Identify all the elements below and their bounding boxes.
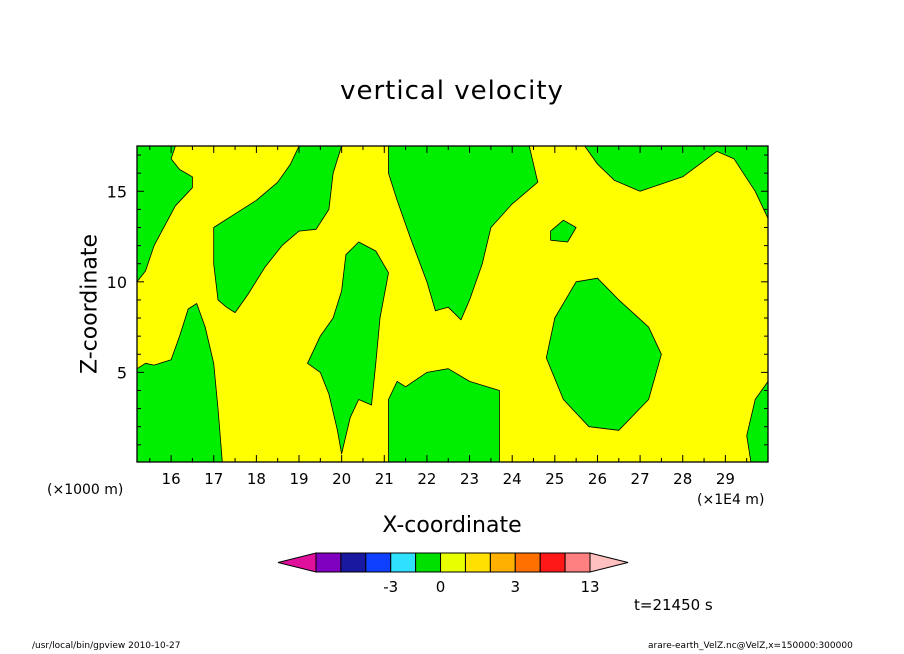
plot-axes: 16 17 18 19 20 21 22 23 24 25 26 27 28 29 5 10 15 — [107, 145, 769, 488]
contour-region-3 — [213, 146, 343, 314]
x-axis-unit-left: (×1000 m) — [47, 482, 124, 498]
x-tick-label-21: 21 — [375, 470, 394, 488]
contour-region-7 — [550, 219, 577, 243]
x-tick-label-24: 24 — [503, 470, 522, 488]
x-tick-label-16: 16 — [162, 470, 181, 488]
colorbar-box-5 — [415, 552, 442, 573]
footer-file-info: arare-earth_VelZ.nc@VelZ,x=150000:300000 — [648, 641, 853, 651]
colorbar-box-6 — [440, 552, 466, 573]
x-tick-label-27: 27 — [631, 470, 650, 488]
x-axis-label: X-coordinate — [382, 513, 522, 538]
time-annotation: t=21450 s — [634, 596, 713, 614]
colorbar: -3 0 3 13 — [277, 552, 629, 596]
colorbar-box-10 — [539, 552, 566, 573]
x-tick-label-23: 23 — [460, 470, 479, 488]
contour-region-4 — [307, 241, 389, 455]
x-axis-unit-right: (×1E4 m) — [697, 492, 765, 508]
colorbar-label-0: 0 — [436, 578, 446, 596]
colorbar-box-2 — [340, 552, 367, 573]
x-tick-label-20: 20 — [332, 470, 351, 488]
colorbar-box-3 — [365, 552, 392, 573]
y-tick-label-15: 15 — [107, 182, 127, 201]
contour-region-1 — [137, 146, 193, 283]
colorbar-box-4 — [390, 552, 417, 573]
x-tick-label-26: 26 — [588, 470, 607, 488]
colorbar-label-3: 3 — [510, 578, 520, 596]
y-tick-label-10: 10 — [107, 273, 127, 292]
colorbar-label--3: -3 — [383, 578, 398, 596]
contour-region-9 — [584, 146, 768, 219]
y-axis-label: Z-coordinate — [77, 234, 103, 374]
contour-field — [137, 146, 768, 462]
colorbar-high-triangle — [589, 552, 629, 573]
plot-frame — [136, 145, 769, 463]
contour-region-2 — [137, 303, 223, 462]
contour-region-5 — [388, 146, 539, 321]
x-tick-label-28: 28 — [673, 470, 692, 488]
colorbar-box-11 — [564, 552, 591, 573]
y-tick-label-5: 5 — [117, 363, 127, 382]
chart-title: vertical velocity — [340, 76, 564, 106]
footer-program-info: /usr/local/bin/gpview 2010-10-27 — [32, 641, 181, 651]
x-tick-label-29: 29 — [716, 470, 735, 488]
x-tick-label-17: 17 — [204, 470, 223, 488]
colorbar-box-7 — [464, 552, 491, 573]
colorbar-box-8 — [489, 552, 516, 573]
contour-region-8 — [545, 277, 662, 431]
x-tick-label-25: 25 — [545, 470, 564, 488]
colorbar-box-1 — [315, 552, 342, 573]
colorbar-low-triangle — [277, 552, 317, 573]
x-tick-label-22: 22 — [417, 470, 436, 488]
contour-region-10 — [746, 380, 768, 462]
colorbar-label-13: 13 — [580, 578, 599, 596]
contour-region-6 — [388, 368, 500, 462]
colorbar-box-9 — [514, 552, 541, 573]
x-tick-label-18: 18 — [247, 470, 266, 488]
x-tick-label-19: 19 — [289, 470, 308, 488]
